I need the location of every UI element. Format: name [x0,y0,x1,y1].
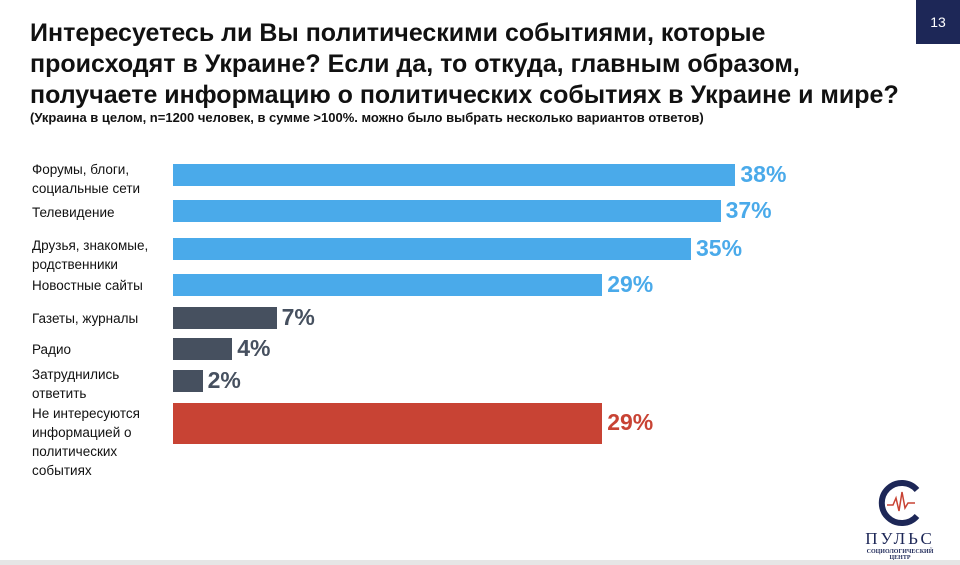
category-label: Новостные сайты [32,278,143,293]
bar [173,238,691,260]
bar [173,307,277,329]
bar [173,274,603,296]
data-label: 29% [607,271,654,297]
bar [173,402,603,444]
logo-tagline-2: ЦЕНТР [889,555,911,561]
category-label: Радио [32,342,71,357]
chart-title: Интересуетесь ли Вы политическими событи… [30,19,899,109]
category-label: Телевидение [32,205,115,220]
data-label: 7% [281,304,315,330]
category-label: Затруднились ответить [32,367,120,401]
data-label: 4% [237,335,271,361]
data-label: 37% [725,197,772,223]
category-label: Газеты, журналы [32,311,139,326]
footer-divider [0,560,960,565]
data-label: 29% [607,409,654,435]
logo-tagline-1: СОЦИОЛОГИЧЕСКИЙ [866,549,934,555]
data-label: 2% [207,367,241,393]
bar [173,338,233,360]
category-label: Форумы, блоги, социальные сети [32,162,141,196]
chart-subtitle: (Украина в целом, n=1200 человек, в сумм… [30,110,704,125]
bar [173,164,736,186]
category-label: Друзья, знакомые, родственники [32,238,149,272]
pulse-logo-icon [878,480,920,526]
logo-name: ПУЛЬС [865,529,935,548]
data-label: 35% [696,235,743,261]
category-label: Не интересуются информацией о политическ… [32,406,140,478]
page-number: 13 [916,0,960,44]
pulse-logo: ПУЛЬС СОЦИОЛОГИЧЕСКИЙ ЦЕНТР [840,478,960,561]
bar [173,370,203,392]
data-label: 38% [740,161,787,187]
bar [173,200,721,222]
